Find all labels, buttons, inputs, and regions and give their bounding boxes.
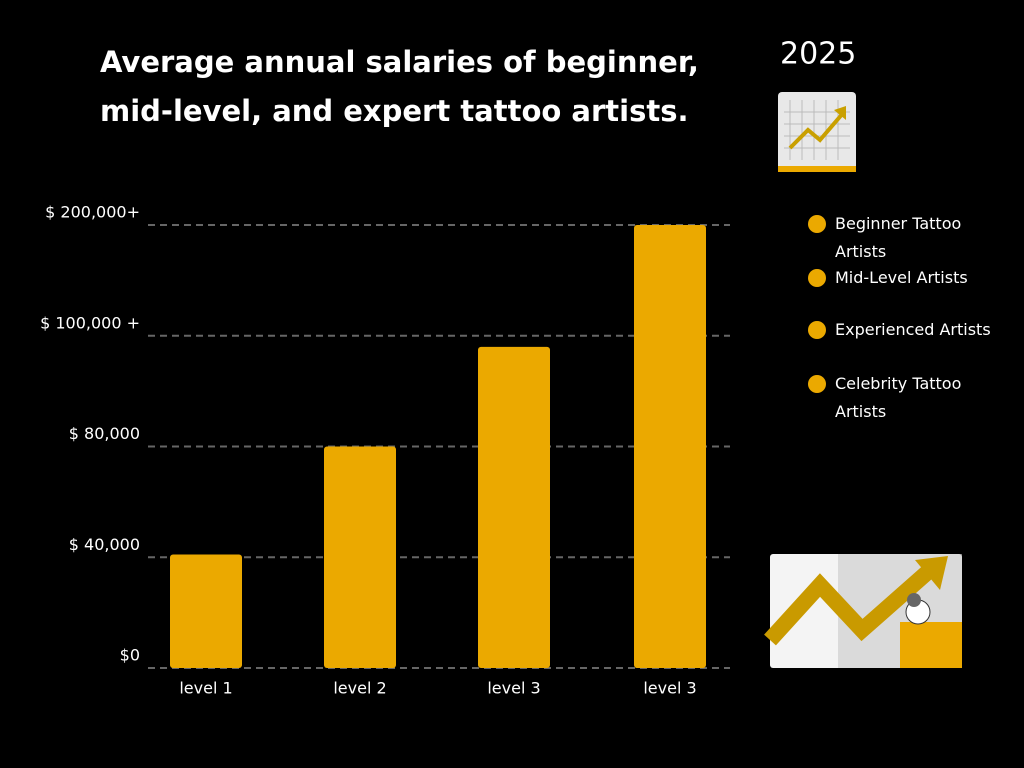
legend-item: Experienced Artists — [808, 316, 1008, 344]
legend-swatch — [808, 269, 826, 287]
legend-swatch — [808, 215, 826, 233]
legend-label: Beginner Tattoo Artists — [835, 214, 962, 261]
x-tick-label: level 1 — [179, 679, 232, 698]
y-tick-label: $ 80,000 — [69, 424, 140, 443]
legend-item: Beginner Tattoo Artists — [808, 210, 1008, 266]
legend-item: Celebrity Tattoo Artists — [808, 370, 1008, 426]
y-tick-label: $ 100,000 + — [40, 313, 140, 332]
bar — [324, 446, 396, 668]
chart-title-line: mid-level, and expert tattoo artists. — [100, 94, 689, 128]
trend-icon — [778, 92, 856, 172]
legend-label: Mid-Level Artists — [835, 268, 968, 287]
y-tick-label: $ 40,000 — [69, 535, 140, 554]
y-tick-label: $ 200,000+ — [45, 203, 140, 222]
legend-item: Mid-Level Artists — [808, 264, 1008, 292]
x-tick-label: level 2 — [333, 679, 386, 698]
legend-label: Experienced Artists — [835, 320, 991, 339]
y-tick-label: $0 — [120, 646, 140, 665]
year: 2025 — [780, 37, 856, 72]
chart-title-line: Average annual salaries of beginner, — [100, 45, 699, 79]
bar — [170, 554, 242, 668]
legend-swatch — [808, 375, 826, 393]
legend-label: Celebrity Tattoo Artists — [835, 374, 962, 421]
illustration — [764, 554, 962, 668]
bar — [634, 225, 706, 668]
x-tick-label: level 3 — [487, 679, 540, 698]
bar — [478, 346, 550, 668]
legend-swatch — [808, 321, 826, 339]
x-tick-label: level 3 — [643, 679, 696, 698]
